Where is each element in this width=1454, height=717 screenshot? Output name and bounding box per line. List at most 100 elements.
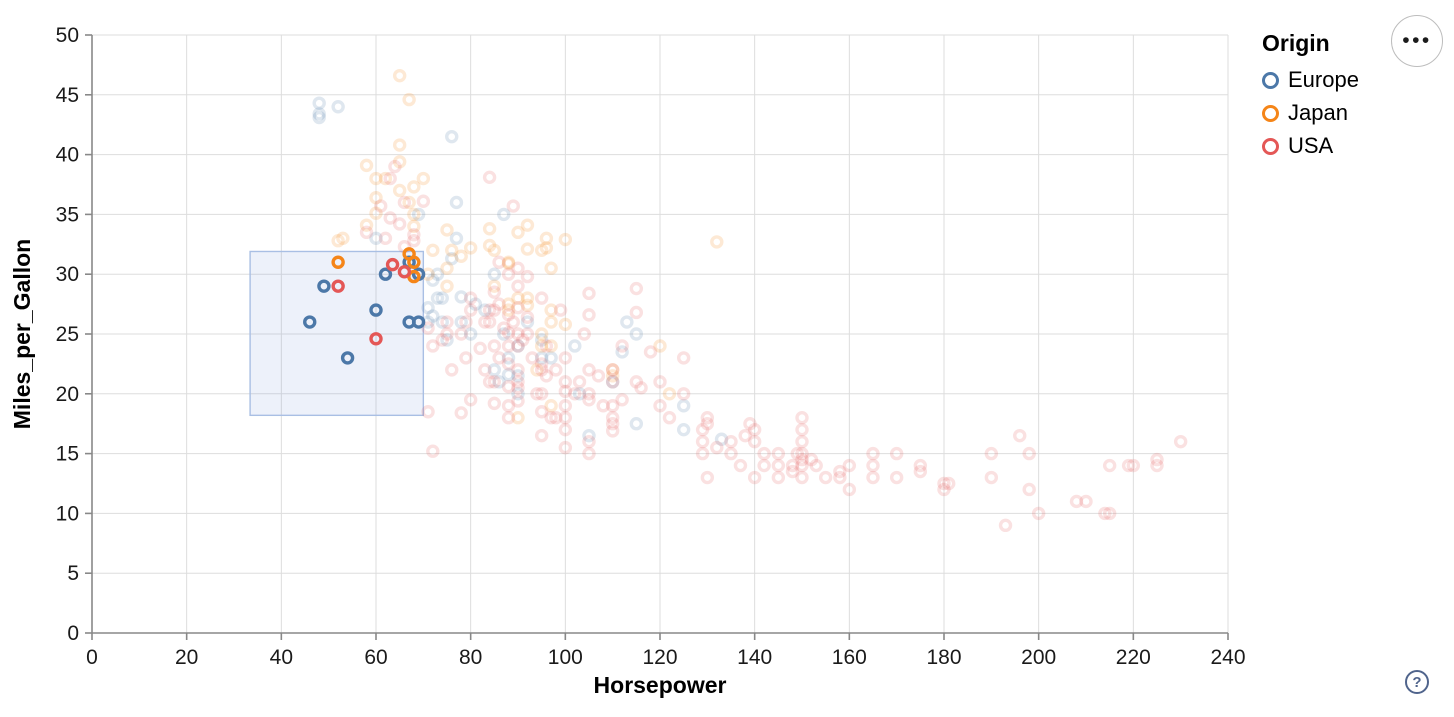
data-point[interactable] (407, 234, 421, 248)
data-point[interactable] (369, 206, 383, 220)
data-point[interactable] (1121, 458, 1136, 473)
data-point[interactable] (383, 171, 397, 186)
data-point[interactable] (501, 326, 516, 340)
data-point[interactable] (544, 303, 558, 317)
data-point[interactable] (676, 422, 691, 437)
data-point[interactable] (416, 194, 431, 208)
data-point[interactable] (374, 199, 388, 213)
data-point[interactable] (331, 100, 345, 114)
data-point[interactable] (492, 255, 506, 269)
data-point[interactable] (501, 339, 516, 353)
data-point[interactable] (430, 291, 445, 305)
data-point[interactable] (421, 300, 435, 315)
data-point[interactable] (549, 363, 563, 377)
data-point[interactable] (700, 470, 715, 485)
data-point[interactable] (312, 96, 326, 110)
data-point[interactable] (487, 363, 502, 377)
data-point[interactable] (482, 375, 497, 389)
data-point[interactable] (520, 298, 535, 312)
data-point[interactable] (534, 405, 549, 419)
data-point[interactable] (312, 110, 326, 125)
data-point[interactable] (520, 218, 535, 232)
data-point[interactable] (407, 219, 421, 234)
data-point[interactable] (336, 231, 350, 246)
data-point[interactable] (511, 381, 525, 395)
data-point[interactable] (440, 223, 454, 237)
data-point[interactable] (506, 199, 520, 213)
data-point[interactable] (733, 458, 748, 473)
data-point[interactable] (534, 428, 549, 443)
data-point[interactable] (440, 315, 454, 329)
data-point[interactable] (454, 406, 468, 420)
data-point[interactable] (582, 286, 596, 301)
data-point[interactable] (454, 290, 468, 304)
data-point[interactable] (397, 195, 412, 210)
data-point[interactable] (1150, 458, 1164, 473)
data-point[interactable] (662, 387, 677, 401)
data-point[interactable] (487, 267, 502, 281)
data-point[interactable] (407, 228, 421, 242)
data-point[interactable] (435, 315, 449, 329)
data-point[interactable] (842, 482, 857, 497)
data-point[interactable] (421, 321, 435, 335)
data-point[interactable] (558, 422, 573, 437)
data-point[interactable] (582, 363, 596, 377)
data-point[interactable] (463, 303, 478, 317)
data-point[interactable] (478, 363, 492, 377)
data-point[interactable] (492, 297, 506, 311)
data-point[interactable] (889, 446, 904, 461)
data-point[interactable] (620, 315, 634, 329)
data-point[interactable] (501, 367, 516, 382)
data-point[interactable] (388, 159, 402, 174)
data-point[interactable] (615, 339, 629, 353)
data-point[interactable] (511, 363, 525, 377)
data-point[interactable] (795, 458, 809, 473)
data-point[interactable] (695, 422, 710, 437)
data-point[interactable] (700, 411, 715, 425)
data-point[interactable] (534, 351, 549, 365)
data-point[interactable] (913, 464, 928, 479)
data-point[interactable] (445, 129, 459, 144)
data-point[interactable] (511, 394, 525, 408)
data-point[interactable] (558, 375, 573, 389)
chart-actions-menu-button[interactable]: ••• (1391, 15, 1443, 67)
data-point[interactable] (605, 363, 620, 377)
data-point[interactable] (795, 446, 809, 461)
data-point[interactable] (1173, 434, 1188, 449)
data-point[interactable] (1150, 452, 1164, 467)
data-point[interactable] (866, 446, 880, 461)
data-point[interactable] (445, 363, 459, 377)
data-point[interactable] (383, 211, 397, 225)
data-point[interactable] (676, 399, 691, 413)
data-point[interactable] (795, 411, 809, 425)
legend-item-europe[interactable]: Europe (1262, 69, 1359, 91)
data-point[interactable] (629, 281, 644, 296)
data-point[interactable] (525, 351, 539, 365)
data-point[interactable] (833, 464, 847, 479)
data-point[interactable] (511, 375, 525, 389)
data-point[interactable] (520, 327, 535, 341)
help-button[interactable]: ? (1405, 670, 1429, 694)
data-point[interactable] (440, 327, 454, 341)
data-point[interactable] (501, 357, 516, 371)
data-point[interactable] (487, 303, 502, 317)
data-point[interactable] (572, 375, 587, 389)
data-point[interactable] (402, 92, 416, 107)
data-point[interactable] (889, 470, 904, 485)
data-point[interactable] (1102, 506, 1117, 521)
data-point[interactable] (724, 434, 738, 449)
data-point[interactable] (539, 369, 554, 383)
data-point[interactable] (629, 375, 644, 389)
data-point[interactable] (544, 315, 558, 329)
data-point[interactable] (534, 339, 549, 353)
data-point[interactable] (804, 452, 819, 467)
data-point[interactable] (359, 218, 374, 232)
data-point[interactable] (866, 458, 880, 473)
data-point[interactable] (790, 446, 804, 461)
data-point[interactable] (534, 387, 549, 401)
data-point-selected[interactable] (303, 315, 317, 329)
data-point[interactable] (392, 217, 407, 231)
data-point[interactable] (629, 417, 644, 431)
data-point[interactable] (501, 411, 516, 425)
data-point[interactable] (568, 387, 582, 401)
